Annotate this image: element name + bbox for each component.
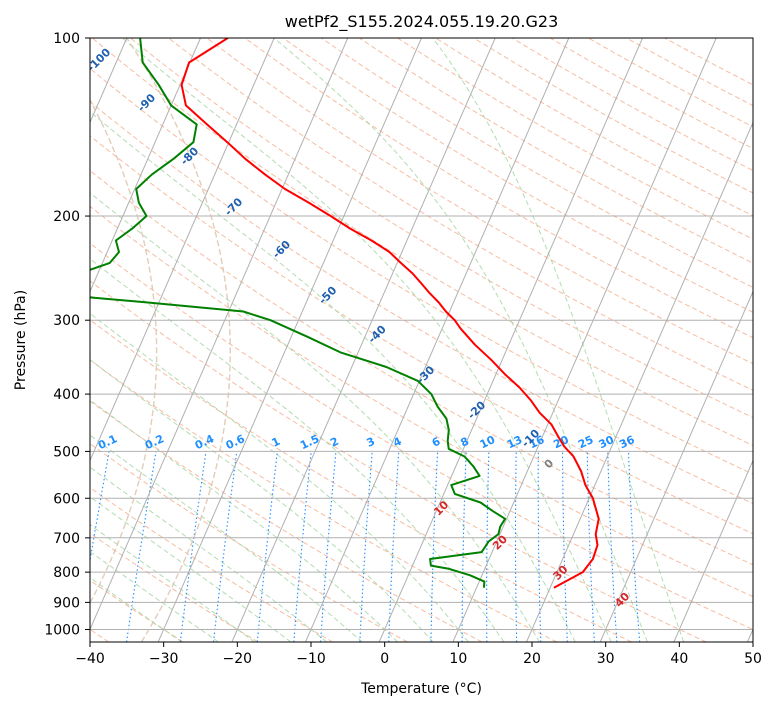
y-tick-label: 300 <box>53 313 80 329</box>
x-tick-label: 20 <box>523 651 541 667</box>
y-tick-label: 800 <box>53 565 80 581</box>
x-tick-label: 10 <box>449 651 467 667</box>
x-tick-label: 0 <box>380 651 389 667</box>
y-axis-title: Pressure (hPa) <box>13 290 29 390</box>
x-tick-label: −20 <box>223 651 253 667</box>
y-tick-label: 700 <box>53 531 80 547</box>
x-axis-title: Temperature (°C) <box>360 681 482 697</box>
y-tick-label: 500 <box>53 444 80 460</box>
x-tick-label: 40 <box>670 651 688 667</box>
chart-title: wetPf2_S155.2024.055.19.20.G23 <box>285 12 559 32</box>
y-tick-label: 900 <box>53 595 80 611</box>
y-tick-label: 400 <box>53 387 80 403</box>
x-tick-label: −10 <box>296 651 326 667</box>
x-tick-label: 50 <box>744 651 762 667</box>
x-tick-label: −40 <box>75 651 105 667</box>
x-tick-label: 30 <box>597 651 615 667</box>
y-tick-label: 600 <box>53 491 80 507</box>
y-tick-label: 1000 <box>44 622 80 638</box>
x-tick-label: −30 <box>149 651 179 667</box>
y-tick-label: 200 <box>53 209 80 225</box>
y-tick-label: 100 <box>53 31 80 47</box>
